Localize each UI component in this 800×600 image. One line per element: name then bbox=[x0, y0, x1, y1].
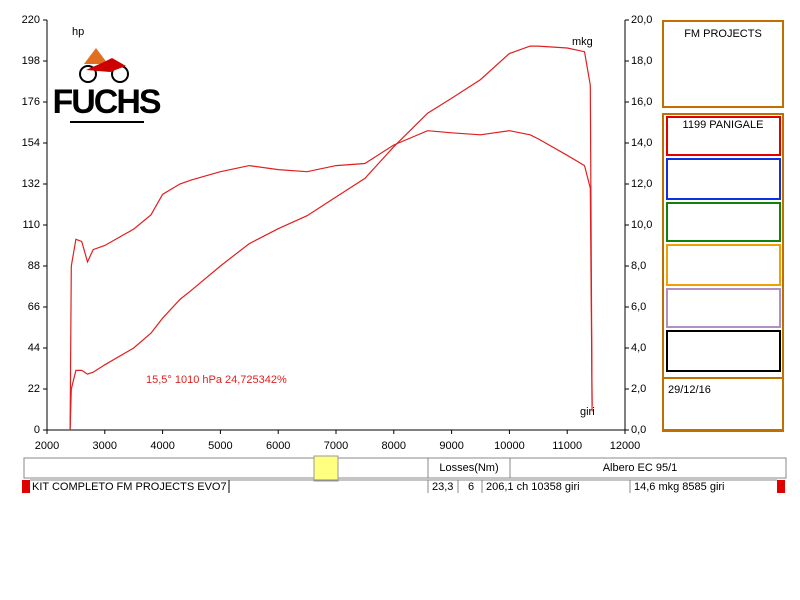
y2-axis-label: mkg bbox=[572, 36, 593, 48]
y-tick-label: 22 bbox=[28, 383, 40, 395]
slider-thumb[interactable] bbox=[313, 455, 339, 482]
color-box bbox=[666, 116, 781, 156]
x-tick-label: 8000 bbox=[382, 440, 406, 452]
x-tick-label: 6000 bbox=[266, 440, 290, 452]
x-tick-label: 2000 bbox=[35, 440, 59, 452]
kit: KIT COMPLETO FM PROJECTS EVO7 bbox=[32, 481, 227, 493]
y2-tick-label: 8,0 bbox=[631, 260, 646, 272]
y2-tick-label: 10,0 bbox=[631, 219, 652, 231]
panel-model: 1199 PANIGALE bbox=[683, 119, 764, 131]
x-tick-label: 5000 bbox=[208, 440, 232, 452]
conditions: 15,5° 1010 hPa 24,725342% bbox=[146, 374, 287, 386]
y-axis-label: hp bbox=[72, 26, 84, 38]
y2-tick-label: 16,0 bbox=[631, 96, 652, 108]
x-tick-label: 7000 bbox=[324, 440, 348, 452]
y-tick-label: 44 bbox=[28, 342, 40, 354]
x-tick-label: 11000 bbox=[552, 440, 582, 452]
y2-tick-label: 14,0 bbox=[631, 137, 652, 149]
curve bbox=[69, 130, 593, 431]
curve bbox=[69, 45, 593, 431]
logo-text: FUCHS bbox=[52, 83, 160, 121]
x-tick-label: 10000 bbox=[494, 440, 525, 452]
y-tick-label: 132 bbox=[22, 178, 40, 190]
y2-tick-label: 20,0 bbox=[631, 14, 652, 26]
y2-tick-label: 2,0 bbox=[631, 383, 646, 395]
y-tick-label: 0 bbox=[34, 424, 40, 436]
losses: 23,3 bbox=[432, 481, 453, 493]
color-box bbox=[666, 244, 781, 286]
y-tick-label: 198 bbox=[22, 55, 40, 67]
y-tick-label: 220 bbox=[22, 14, 40, 26]
y2-tick-label: 4,0 bbox=[631, 342, 646, 354]
panel-title: FM PROJECTS bbox=[684, 28, 762, 40]
torque-peak: 14,6 mkg 8585 giri bbox=[634, 481, 725, 493]
panel-date: 29/12/16 bbox=[668, 384, 711, 396]
gear: 6 bbox=[468, 481, 474, 493]
y-tick-label: 66 bbox=[28, 301, 40, 313]
y2-tick-label: 12,0 bbox=[631, 178, 652, 190]
x-tick-label: 9000 bbox=[439, 440, 463, 452]
y-tick-label: 154 bbox=[22, 137, 40, 149]
color-box bbox=[666, 202, 781, 242]
status-bar: Losses(Nm) Albero EC 95/1 KIT COMPLETO F… bbox=[22, 455, 787, 493]
x-tick-label: 3000 bbox=[93, 440, 117, 452]
color-box bbox=[666, 288, 781, 328]
logo: FUCHS bbox=[52, 48, 163, 123]
color-box bbox=[666, 330, 781, 372]
x-tick-label: 4000 bbox=[150, 440, 174, 452]
power-peak: 206,1 ch 10358 giri bbox=[486, 481, 580, 493]
x-tick-label: 12000 bbox=[610, 440, 641, 452]
losses-label: Losses(Nm) bbox=[439, 462, 498, 474]
x-axis-label: giri bbox=[580, 406, 595, 418]
shaft: Albero EC 95/1 bbox=[603, 462, 678, 474]
y2-tick-label: 6,0 bbox=[631, 301, 646, 313]
color-box bbox=[666, 158, 781, 200]
y-tick-label: 110 bbox=[22, 219, 40, 231]
side-panel: FM PROJECTS 1199 PANIGALE 29/12/16 bbox=[662, 20, 784, 432]
y-tick-label: 176 bbox=[22, 96, 40, 108]
y-tick-label: 88 bbox=[28, 260, 40, 272]
y2-tick-label: 18,0 bbox=[631, 55, 652, 67]
y2-tick-label: 0,0 bbox=[631, 424, 646, 436]
